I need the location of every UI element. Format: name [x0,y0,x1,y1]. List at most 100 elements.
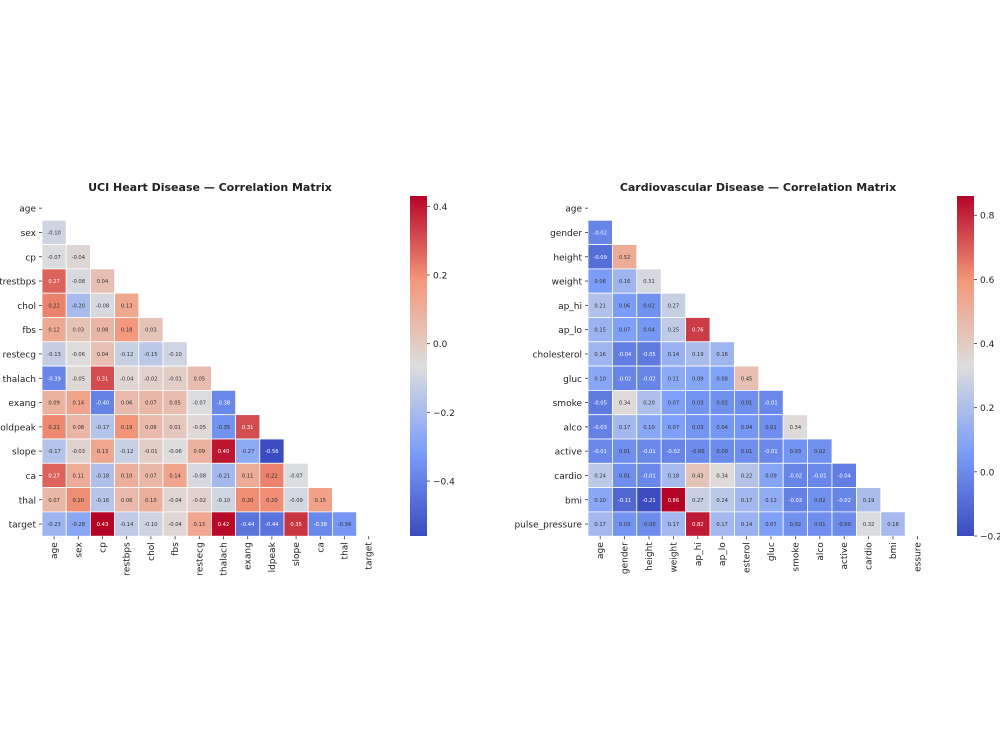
cell-annotation: 0.21 [594,303,606,309]
heatmap-cell [41,487,67,513]
x-tick-label: bmi [889,542,899,559]
cell-annotation: -0.34 [338,522,352,528]
heatmap-cell [782,487,809,513]
cell-annotation: 0.00 [716,449,728,455]
heatmap-cell [41,389,67,416]
cell-annotation: -0.10 [144,522,157,528]
cell-annotation: -0.12 [120,352,133,358]
chart-title: Cardiovascular Disease — Correlation Mat… [620,181,896,194]
cell-annotation: 0.14 [73,401,85,407]
cell-annotation: 0.07 [668,401,680,407]
y-tick-label: chol [17,302,36,312]
cell-annotation: 0.32 [863,522,875,528]
cell-annotation: -0.56 [265,449,278,455]
heatmap-cell [856,511,882,537]
cell-annotation: -0.10 [47,230,60,236]
cell-annotation: -0.21 [217,473,230,479]
heatmap-cell [758,487,784,513]
heatmap-cell [612,511,638,537]
cell-annotation: -0.05 [642,352,655,358]
y-tick-label: fbs [22,326,36,336]
cell-annotation: 0.07 [48,498,60,504]
heatmap-cell [114,462,140,488]
cell-annotation: 0.34 [619,401,631,407]
cell-annotation: 0.17 [594,522,606,528]
heatmap-cell [636,462,662,488]
x-tick-label: height [645,542,655,571]
cell-annotation: -0.21 [642,498,655,504]
cell-annotation: 0.31 [242,425,254,431]
heatmap-cell [685,414,711,440]
cell-annotation: -0.16 [96,498,109,504]
x-tick-label: gender [621,542,631,574]
cell-annotation: 0.17 [668,522,680,528]
heatmap-cell [587,487,613,513]
cell-annotation: -0.14 [120,522,134,528]
cell-annotation: -0.05 [593,401,606,407]
colorbar-tick-label: 0.4 [980,340,995,350]
cell-annotation: -0.06 [72,352,85,358]
cell-annotation: -0.40 [96,401,109,407]
cell-annotation: -0.03 [593,425,606,431]
cell-annotation: -0.07 [47,255,60,261]
cell-annotation: 0.01 [619,449,631,455]
heatmap-cell [235,462,261,488]
colorbar-tick-label: 0.2 [433,271,447,281]
y-tick-label: thalach [3,375,36,385]
cell-annotation: 0.08 [97,328,109,334]
heatmap-cell [65,487,91,513]
heatmap-cell [259,438,285,464]
heatmap-cell [41,438,67,464]
cell-annotation: -0.04 [168,498,182,504]
cell-annotation: 0.27 [692,498,704,504]
cell-annotation: 0.15 [315,498,327,504]
cell-annotation: -0.13 [47,352,60,358]
cell-annotation: 0.15 [594,328,606,334]
cell-annotation: -0.38 [314,522,327,528]
x-tick-label: esterol [743,542,753,573]
x-tick-label: ldpeak [268,541,278,572]
x-tick-label: target [365,542,375,570]
cell-annotation: 0.14 [741,522,753,528]
cell-annotation: -0.01 [764,401,777,407]
cell-annotation: 0.18 [887,522,899,528]
cell-annotation: -0.01 [813,473,826,479]
cell-annotation: -0.09 [289,498,302,504]
heatmap-cell [660,511,687,537]
cell-annotation: 0.09 [765,473,777,479]
y-tick-label: oldpeak [0,423,36,433]
heatmap-cell [283,511,309,537]
cell-annotation: 0.07 [145,401,157,407]
heatmap-cell [65,438,91,464]
heatmap-cell [41,244,67,270]
cell-annotation: -0.02 [642,376,655,382]
heatmap-cell [782,511,809,537]
cell-annotation: 0.52 [619,255,631,261]
y-tick-label: pulse_pressure [514,521,582,531]
x-tick-label: thal [341,542,351,559]
x-tick-label: alco [816,542,826,561]
heatmap-cell [283,462,309,488]
heatmap-cell [782,414,809,440]
x-tick-label: active [840,542,850,570]
cell-annotation: -0.01 [168,376,181,382]
heatmap-cell [307,487,333,513]
cell-annotation: 0.19 [692,352,704,358]
heatmap-cell [758,414,784,440]
heatmap-cell [259,487,285,513]
cell-annotation: -0.28 [72,522,85,528]
heatmap-cell [162,365,188,391]
cell-annotation: 0.10 [145,498,157,504]
heatmap-cell [636,487,662,513]
heatmap-cell [636,292,662,318]
heatmap-cell [880,511,906,537]
cell-annotation: -0.09 [593,255,606,261]
heatmap-cell [41,414,67,440]
y-tick-label: active [555,448,583,458]
heatmap-cell [636,389,662,416]
cell-annotation: -0.04 [72,255,86,261]
colorbar-tick-label: −0.4 [433,478,455,488]
cell-annotation: 0.20 [242,498,254,504]
chart-title: UCI Heart Disease — Correlation Matrix [88,181,332,194]
heatmap-cell [685,365,711,391]
